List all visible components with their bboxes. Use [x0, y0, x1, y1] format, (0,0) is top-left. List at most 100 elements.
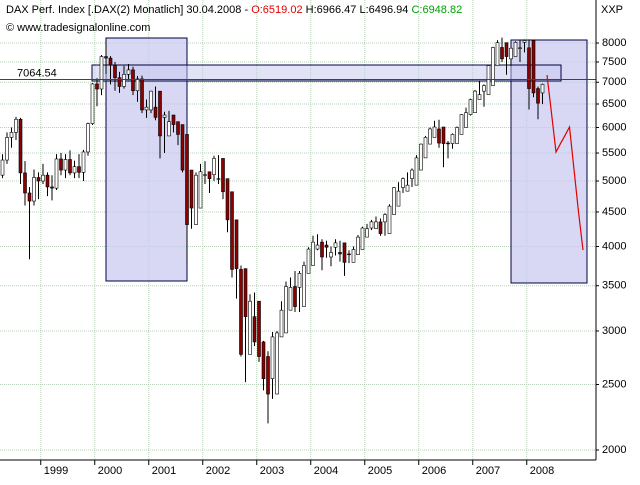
candle-body [311, 241, 315, 266]
candle-body [149, 90, 153, 111]
candle-body [351, 249, 356, 263]
candle-body [81, 151, 86, 173]
candle-body [396, 190, 401, 207]
y-tick-label: 5000 [602, 175, 626, 187]
symbol: XXP [601, 4, 623, 16]
candle-body [428, 128, 432, 145]
candle-body [302, 265, 306, 307]
candle-body [36, 177, 41, 182]
candle-body [455, 127, 459, 144]
x-tick-label: 1999 [44, 465, 68, 477]
candle-body [477, 94, 482, 100]
x-tick-label: 2006 [422, 465, 446, 477]
y-tick-label: 7500 [602, 56, 626, 68]
x-tick-label: 2008 [530, 465, 554, 477]
candle-body [122, 74, 126, 87]
candle-body [185, 134, 189, 225]
y-tick-label: 8000 [602, 37, 626, 49]
candle-body [446, 142, 450, 145]
candle-body [468, 99, 473, 115]
candle-body [320, 241, 324, 258]
candle-body [392, 187, 396, 215]
candle-body [167, 121, 171, 137]
candle-body [252, 316, 257, 343]
candle-body [450, 134, 455, 144]
candle-body [459, 114, 464, 135]
candle-body [225, 178, 230, 221]
candle-body [59, 158, 63, 171]
candle-body [270, 336, 275, 379]
candle-body [473, 90, 477, 113]
candle-body [333, 242, 338, 248]
candle-body [536, 88, 540, 104]
y-tick-label: 4500 [602, 206, 626, 218]
candle-body [5, 137, 9, 161]
candle-body [324, 244, 329, 248]
candle-body [248, 300, 252, 355]
candle-body [99, 56, 104, 90]
candle-body [315, 244, 320, 250]
candle-body [513, 41, 518, 57]
candle-body [45, 174, 50, 188]
highlight-band [91, 64, 562, 82]
candle-body [176, 121, 180, 135]
candle-body [243, 268, 248, 317]
candle-body [432, 126, 437, 138]
candle-body [153, 106, 158, 118]
candle-body [158, 90, 162, 137]
candle-body [126, 69, 131, 75]
candle-body [239, 269, 243, 355]
candle-body [221, 158, 225, 193]
candle-body [203, 174, 207, 176]
y-tick-label: 6000 [602, 121, 626, 133]
candle-body [68, 159, 72, 174]
candle-body [527, 47, 531, 89]
candle-body [162, 114, 167, 118]
y-tick-label: 3000 [602, 325, 626, 337]
x-tick-label: 2004 [314, 465, 338, 477]
candle-body [279, 309, 284, 338]
candle-body [117, 77, 122, 87]
watermark: © www.tradesignalonline.com [6, 22, 150, 34]
candle-body [531, 40, 536, 94]
y-tick-label: 6500 [602, 98, 626, 110]
header-open: O:6519.02 [251, 4, 302, 16]
candle-body [518, 47, 522, 49]
header-title: DAX Perf. Index [.DAX(2) Monatlich] 30.0… [6, 4, 251, 16]
candle-body [387, 205, 392, 234]
candle-body [90, 83, 95, 124]
candle-body [198, 171, 203, 209]
candle-body [284, 286, 288, 334]
candle-body [194, 174, 198, 225]
candle-body [108, 57, 113, 66]
candle-body [500, 47, 504, 60]
candle-body [41, 174, 45, 182]
candle-body [297, 273, 302, 288]
candle-body [464, 112, 468, 128]
candle-body [77, 166, 81, 173]
candle-body [378, 221, 383, 234]
candle-body [374, 221, 378, 230]
candle-body [509, 47, 513, 60]
x-tick-label: 2005 [368, 465, 392, 477]
candle-body [540, 84, 545, 94]
candle-body [50, 186, 54, 189]
x-tick-label: 2001 [152, 465, 176, 477]
reference-label: 7064.54 [17, 67, 57, 79]
candle-body [293, 286, 297, 307]
candle-body [437, 128, 441, 144]
x-tick-label: 2002 [206, 465, 230, 477]
y-tick-label: 2000 [602, 444, 626, 456]
candle-body [234, 219, 239, 269]
x-tick-label: 2000 [98, 465, 122, 477]
candle-body [288, 287, 293, 311]
candle-body [54, 158, 59, 189]
candle-body [180, 124, 185, 171]
candle-body [275, 332, 279, 395]
candle-body [495, 42, 500, 66]
x-tick-label: 2003 [260, 465, 284, 477]
candle-body [216, 178, 221, 180]
candle-body [486, 65, 491, 95]
candle-body [423, 137, 428, 159]
